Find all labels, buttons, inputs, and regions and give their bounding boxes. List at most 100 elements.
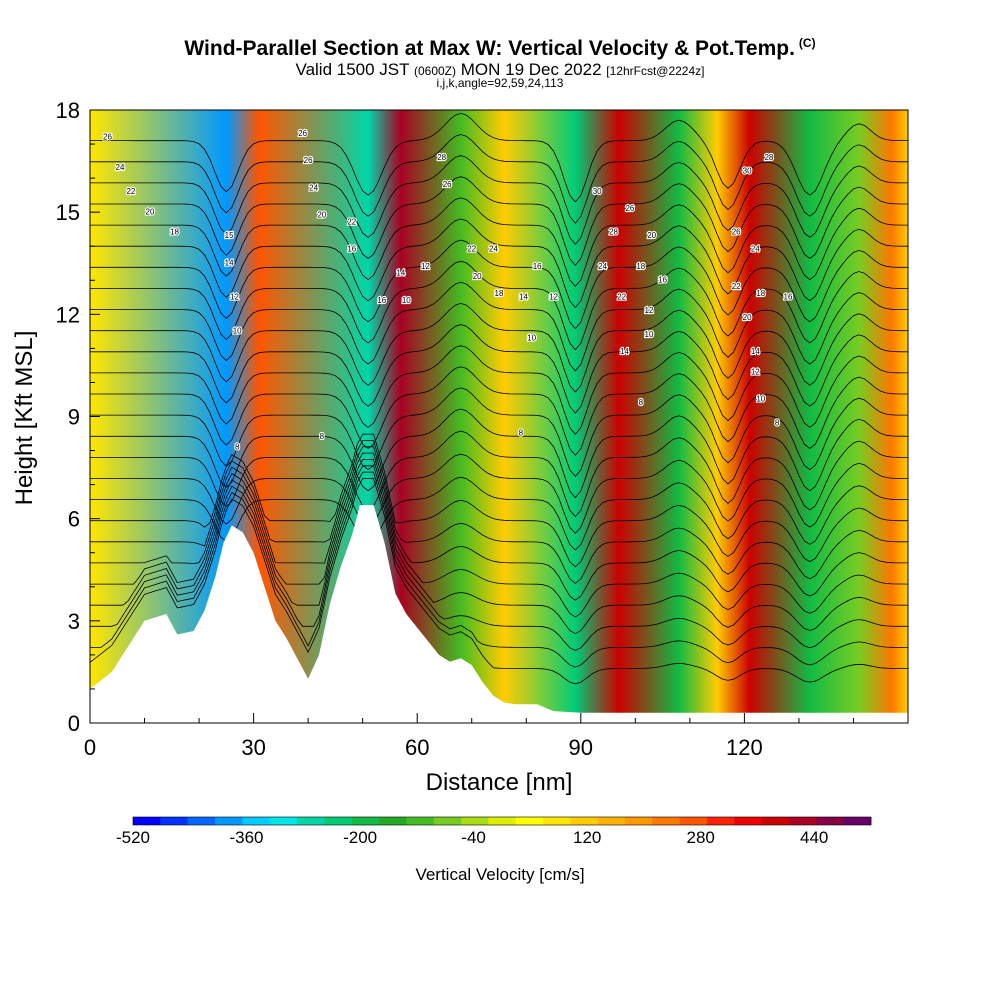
contour-label: 26 — [625, 204, 634, 213]
colorbar-swatch — [187, 817, 216, 825]
contour-label: 12 — [549, 292, 558, 301]
contour-label: 26 — [103, 132, 112, 141]
y-tick-label: 0 — [68, 711, 80, 736]
contour-label: 16 — [658, 275, 667, 284]
theta-contour — [90, 134, 908, 224]
contour-labels: 26 24 22 20 18 15 14 12 10 8 26 26 24 20 22 16 8 16 14 10 12… — [102, 128, 794, 453]
contour-label: 28 — [437, 153, 446, 162]
contour-label: 14 — [225, 258, 234, 267]
colorbar-swatch — [679, 817, 708, 825]
colorbar-swatch — [515, 817, 544, 825]
valid-time-line: Valid 1500 JST (0600Z) MON 19 Dec 2022 [… — [0, 60, 1000, 80]
contour-label: 26 — [304, 156, 313, 165]
colorbar-tick-label: -520 — [116, 828, 150, 847]
contour-label: 22 — [617, 292, 626, 301]
contour-label: 24 — [598, 262, 607, 271]
contour-label: 10 — [402, 296, 411, 305]
x-tick-label: 90 — [569, 735, 593, 760]
contour-label: 16 — [347, 245, 356, 254]
contour-label: 12 — [645, 306, 654, 315]
contour-label: 10 — [233, 327, 242, 336]
contour-label: 10 — [756, 395, 765, 404]
colorbar-tick-label: 280 — [687, 828, 715, 847]
colorbar-tick-label: -40 — [461, 828, 486, 847]
y-tick-label: 18 — [56, 98, 80, 123]
colorbar-tick-label: -360 — [229, 828, 263, 847]
colorbar-swatch — [324, 817, 353, 825]
colorbar-swatch — [843, 817, 872, 825]
contour-label: 24 — [309, 183, 318, 192]
theta-contour — [90, 218, 908, 309]
colorbar-swatch — [160, 817, 189, 825]
contour-label: 20 — [743, 313, 752, 322]
contour-label: 12 — [751, 367, 760, 376]
theta-contour — [90, 478, 908, 685]
contour-label: 14 — [620, 347, 629, 356]
x-tick-label: 30 — [241, 735, 265, 760]
contour-label: 14 — [396, 269, 405, 278]
colorbar-swatch — [597, 817, 626, 825]
contour-label: 10 — [645, 330, 654, 339]
colorbar-swatch — [570, 817, 599, 825]
chart-title-text: Wind-Parallel Section at Max W: Vertical… — [184, 37, 795, 60]
colorbar-swatch — [242, 817, 271, 825]
colorbar-swatch — [761, 817, 790, 825]
x-axis-label: Distance [nm] — [426, 769, 573, 796]
y-tick-label: 3 — [68, 609, 80, 634]
theta-contour — [90, 453, 908, 534]
theta-contour — [90, 440, 908, 584]
contour-label: 28 — [609, 228, 618, 237]
contour-label: 28 — [764, 153, 773, 162]
y-tick-label: 15 — [56, 200, 80, 225]
colorbar-swatch — [406, 817, 435, 825]
x-tick-label: 0 — [84, 735, 96, 760]
x-tick-label: 60 — [405, 735, 429, 760]
contour-label: 14 — [519, 292, 528, 301]
chart-title: Wind-Parallel Section at Max W: Vertical… — [0, 36, 1000, 61]
plot-area: 26 24 22 20 18 15 14 12 10 8 26 26 24 20 22 16 8 16 14 10 12… — [90, 110, 908, 723]
contour-label: 8 — [519, 429, 524, 438]
colorbar-label: Vertical Velocity [cm/s] — [415, 865, 584, 884]
theta-contour — [90, 176, 908, 266]
contour-label: 26 — [732, 228, 741, 237]
x-axis-ticks: 0 30 60 90 120 — [84, 713, 909, 760]
indices-line: i,j,k,angle=92,59,24,113 — [436, 76, 564, 90]
forecast-info: [12hrFcst@2224z] — [606, 64, 705, 78]
y-tick-label: 12 — [56, 302, 80, 327]
contour-label: 22 — [347, 218, 356, 227]
contour-label: 26 — [443, 180, 452, 189]
contour-label: 14 — [751, 347, 760, 356]
contour-label: 24 — [751, 245, 760, 254]
contour-label: 20 — [473, 272, 482, 281]
theta-contour — [90, 408, 908, 499]
contour-label: 30 — [743, 166, 752, 175]
contour-label: 15 — [225, 231, 234, 240]
colorbar-swatch — [734, 817, 763, 825]
y-axis-label: Height [Kft MSL] — [11, 331, 38, 506]
contour-label: 22 — [467, 245, 476, 254]
contour-label: 22 — [126, 187, 135, 196]
valid-utc: (0600Z) — [413, 64, 456, 78]
valid-date: MON 19 Dec 2022 — [460, 60, 602, 79]
contour-label: 16 — [784, 292, 793, 301]
contour-label: 16 — [533, 262, 542, 271]
contour-label: 8 — [775, 418, 780, 427]
x-tick-label: 120 — [726, 735, 763, 760]
theta-contour — [90, 345, 908, 435]
colorbar-swatch — [488, 817, 517, 825]
theta-contour — [90, 302, 908, 393]
theta-contour — [90, 260, 908, 351]
contour-label: 12 — [230, 292, 239, 301]
theta-contour — [90, 112, 908, 203]
colorbar-swatch — [379, 817, 407, 825]
colorbar-swatch — [433, 817, 462, 825]
copyright-mark: (C) — [798, 36, 816, 50]
colorbar-swatch — [269, 817, 298, 825]
theta-contour — [90, 324, 908, 414]
contour-label: 18 — [756, 289, 765, 298]
colorbar-frame — [132, 816, 872, 826]
colorbar-swatch — [625, 817, 653, 825]
contour-label: 8 — [639, 398, 644, 407]
contour-label: 24 — [489, 245, 498, 254]
